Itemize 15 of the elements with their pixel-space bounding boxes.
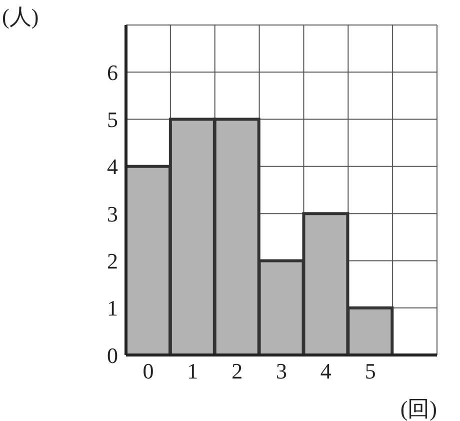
- x-tick-label: 1: [187, 358, 198, 384]
- x-tick-label: 3: [276, 358, 287, 384]
- y-axis-title: (人): [2, 3, 39, 31]
- y-tick-label: 0: [107, 342, 118, 368]
- y-tick-label: 1: [107, 296, 118, 321]
- x-tick-label: 4: [320, 358, 332, 384]
- y-tick-label: 5: [107, 107, 118, 132]
- x-tick-label: 0: [142, 358, 154, 384]
- y-tick-label: 6: [107, 60, 118, 85]
- y-tick-label: 3: [107, 201, 118, 226]
- x-tick-label: 2: [232, 358, 243, 384]
- x-tick-label: 5: [364, 358, 376, 384]
- y-tick-label: 2: [107, 248, 118, 274]
- x-axis-title: (回): [399, 395, 437, 421]
- y-tick-label: 4: [107, 154, 118, 180]
